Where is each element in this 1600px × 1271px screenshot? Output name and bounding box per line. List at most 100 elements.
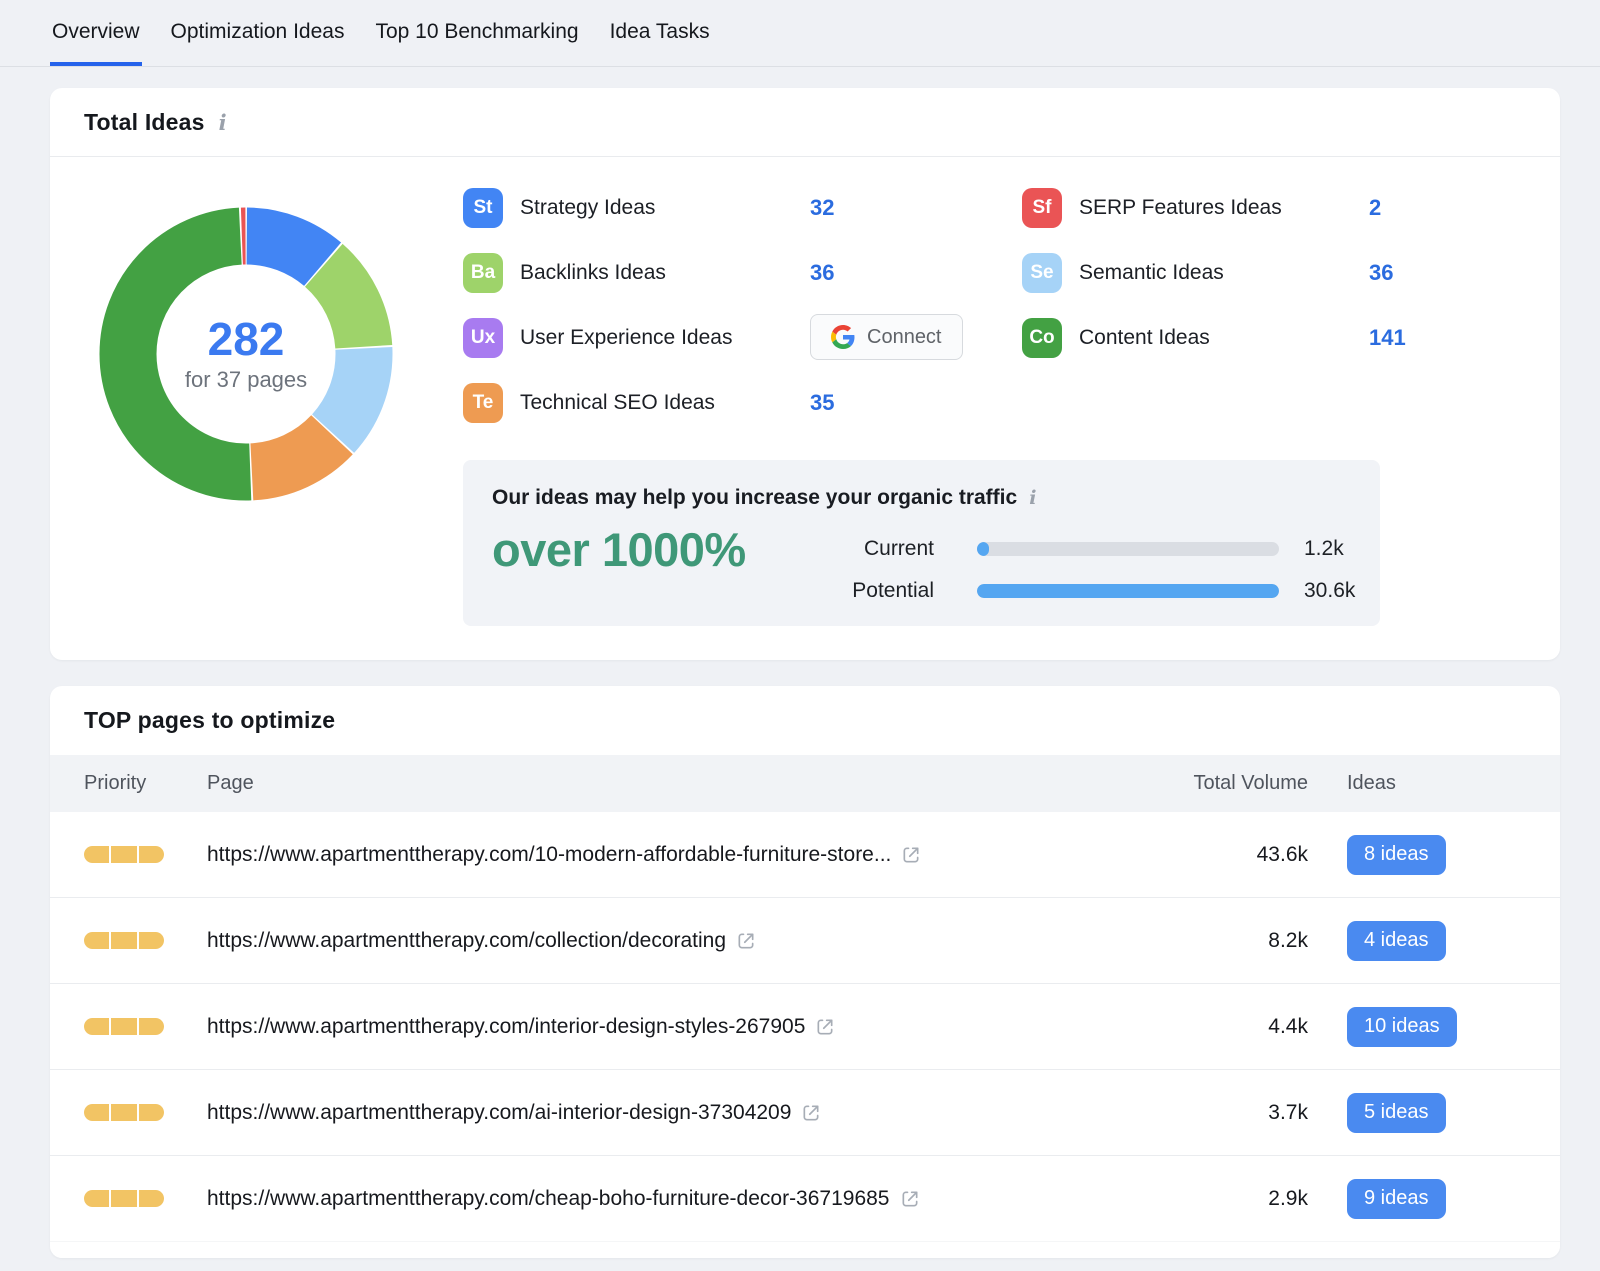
total-ideas-donut-chart: 282 for 37 pages: [98, 206, 394, 502]
category-label: SERP Features Ideas: [1079, 196, 1282, 219]
ideas-cell: 9 ideas: [1308, 1178, 1560, 1219]
user-experience-ideas-badge: Ux: [463, 318, 503, 358]
column-header-ideas: Ideas: [1347, 772, 1396, 794]
ideas-cell: 10 ideas: [1308, 1006, 1560, 1047]
priority-segment: [138, 1190, 164, 1207]
priority-indicator: [84, 1104, 164, 1121]
traffic-bar-track: [977, 584, 1279, 598]
backlinks-ideas-badge: Ba: [463, 253, 503, 293]
traffic-bar-fill: [977, 584, 1279, 598]
priority-segment: [111, 1018, 137, 1035]
external-link-icon[interactable]: [901, 845, 921, 865]
category-row-technical-seo-ideas: Te Technical SEO Ideas 35: [463, 383, 993, 423]
tab-top-10-benchmarking[interactable]: Top 10 Benchmarking: [375, 20, 579, 43]
category-value: 35: [810, 390, 835, 415]
total-volume-value: 3.7k: [1268, 1100, 1308, 1124]
priority-segment: [84, 846, 110, 863]
category-label: Backlinks Ideas: [520, 261, 666, 284]
table-body: https://www.apartmenttherapy.com/10-mode…: [50, 812, 1560, 1242]
ideas-cell: 5 ideas: [1308, 1092, 1560, 1133]
category-list-right: Sf SERP Features Ideas 2 Se Semantic Ideas 36…: [1022, 188, 1522, 383]
page-cell: https://www.apartmenttherapy.com/collect…: [207, 929, 1158, 953]
traffic-bar-value: 1.2k: [1304, 537, 1344, 560]
ideas-count-button[interactable]: 9 ideas: [1347, 1178, 1446, 1219]
info-icon[interactable]: i: [218, 109, 227, 135]
priority-segment: [84, 1104, 110, 1121]
traffic-bars: Current 1.2k Potential 30.6k: [463, 460, 1380, 626]
priority-cell: [50, 1190, 207, 1207]
traffic-title: Our ideas may help you increase your org…: [492, 486, 1018, 509]
google-g-icon: [831, 325, 855, 349]
priority-segment: [111, 1104, 137, 1121]
ideas-count-button[interactable]: 10 ideas: [1347, 1006, 1457, 1047]
column-header-priority: Priority: [84, 772, 147, 794]
external-link-icon[interactable]: [801, 1103, 821, 1123]
page-cell: https://www.apartmenttherapy.com/10-mode…: [207, 843, 1158, 867]
total-volume-value: 2.9k: [1268, 1186, 1308, 1210]
category-row-strategy-ideas: St Strategy Ideas 32: [463, 188, 993, 228]
external-link-icon[interactable]: [815, 1017, 835, 1037]
column-header-page: Page: [207, 772, 254, 794]
donut-segment-content-ideas: [99, 207, 393, 501]
category-value: 36: [1369, 260, 1394, 285]
priority-cell: [50, 1018, 207, 1035]
priority-segment: [111, 1190, 137, 1207]
priority-indicator: [84, 932, 164, 949]
ideas-count-button[interactable]: 5 ideas: [1347, 1092, 1446, 1133]
category-value: 2: [1369, 195, 1382, 220]
category-row-content-ideas: Co Content Ideas 141: [1022, 318, 1522, 358]
tab-overview[interactable]: Overview: [50, 0, 142, 66]
priority-segment: [111, 846, 137, 863]
table-row: https://www.apartmenttherapy.com/ai-inte…: [50, 1070, 1560, 1156]
traffic-bar-current: Current 1.2k: [463, 537, 1380, 561]
category-row-backlinks-ideas: Ba Backlinks Ideas 36: [463, 253, 993, 293]
category-row-user-experience-ideas: Ux User Experience Ideas Connect: [463, 314, 993, 360]
priority-cell: [50, 932, 207, 949]
page-url: https://www.apartmenttherapy.com/10-mode…: [207, 842, 892, 866]
priority-cell: [50, 846, 207, 863]
page-url: https://www.apartmenttherapy.com/interio…: [207, 1014, 806, 1038]
page-cell: https://www.apartmenttherapy.com/cheap-b…: [207, 1187, 1158, 1211]
top-pages-panel: TOP pages to optimize Priority Page Tota…: [50, 686, 1560, 1258]
page-url: https://www.apartmenttherapy.com/ai-inte…: [207, 1100, 792, 1124]
total-volume-value: 43.6k: [1256, 842, 1308, 866]
ideas-count-button[interactable]: 8 ideas: [1347, 834, 1446, 875]
total-ideas-panel: Total Ideas i 282 for 37 pages St Strateg…: [50, 88, 1560, 660]
top-pages-header: TOP pages to optimize: [50, 686, 1560, 755]
priority-indicator: [84, 1018, 164, 1035]
traffic-bar-label: Potential: [852, 579, 934, 602]
total-ideas-header: Total Ideas i: [50, 88, 1560, 157]
table-row: https://www.apartmenttherapy.com/interio…: [50, 984, 1560, 1070]
category-label: User Experience Ideas: [520, 326, 733, 349]
traffic-bar-value: 30.6k: [1304, 579, 1356, 602]
page-cell: https://www.apartmenttherapy.com/ai-inte…: [207, 1101, 1158, 1125]
semantic-ideas-badge: Se: [1022, 253, 1062, 293]
google-connect-button[interactable]: Connect: [810, 314, 963, 360]
external-link-icon[interactable]: [736, 931, 756, 951]
priority-segment: [84, 1190, 110, 1207]
traffic-bar-potential: Potential 30.6k: [463, 579, 1380, 603]
table-row: https://www.apartmenttherapy.com/10-mode…: [50, 812, 1560, 898]
ideas-cell: 8 ideas: [1308, 834, 1560, 875]
content-ideas-badge: Co: [1022, 318, 1062, 358]
priority-indicator: [84, 1190, 164, 1207]
strategy-ideas-badge: St: [463, 188, 503, 228]
page-url: https://www.apartmenttherapy.com/cheap-b…: [207, 1186, 890, 1210]
category-label: Semantic Ideas: [1079, 261, 1224, 284]
tab-optimization-ideas[interactable]: Optimization Ideas: [170, 20, 345, 43]
priority-cell: [50, 1104, 207, 1121]
total-ideas-title: Total Ideas: [84, 108, 205, 135]
tab-bar: Overview Optimization Ideas Top 10 Benchma…: [0, 0, 1600, 67]
connect-button-label: Connect: [867, 325, 942, 348]
external-link-icon[interactable]: [900, 1189, 920, 1209]
ideas-count-button[interactable]: 4 ideas: [1347, 920, 1446, 961]
total-volume-value: 4.4k: [1268, 1014, 1308, 1038]
page-url: https://www.apartmenttherapy.com/collect…: [207, 928, 727, 952]
page-cell: https://www.apartmenttherapy.com/interio…: [207, 1015, 1158, 1039]
tab-idea-tasks[interactable]: Idea Tasks: [609, 20, 710, 43]
category-list-left: St Strategy Ideas 32 Ba Backlinks Ideas 36 Ux U…: [463, 188, 993, 448]
priority-segment: [84, 932, 110, 949]
table-header-row: Priority Page Total Volume Ideas: [50, 755, 1560, 812]
info-icon[interactable]: i: [1029, 486, 1037, 509]
donut-segment-semantic-ideas: [99, 207, 393, 501]
